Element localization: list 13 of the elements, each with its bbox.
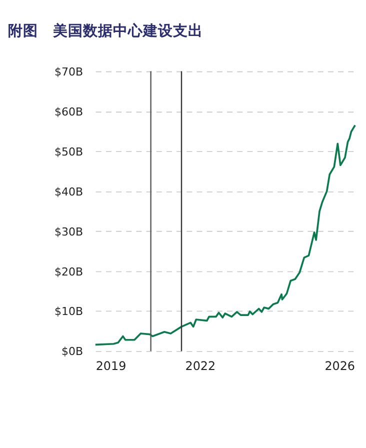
x-tick-label: 2026 [324,358,356,373]
y-tick-label: $30B [54,225,84,238]
y-tick-label: $50B [54,145,84,158]
line-series [94,124,356,346]
x-tick-label: 2022 [185,358,216,373]
chart-title: 附图 美国数据中心建设支出 [8,22,204,40]
y-tick-label: $70B [54,65,84,78]
x-tick-label: 2019 [96,358,126,373]
y-tick-label: $60B [54,105,84,118]
y-tick-label: $40B [54,185,84,198]
y-tick-label: $0B [61,345,84,358]
y-tick-label: $10B [54,305,84,318]
y-tick-label: $20B [54,265,84,278]
